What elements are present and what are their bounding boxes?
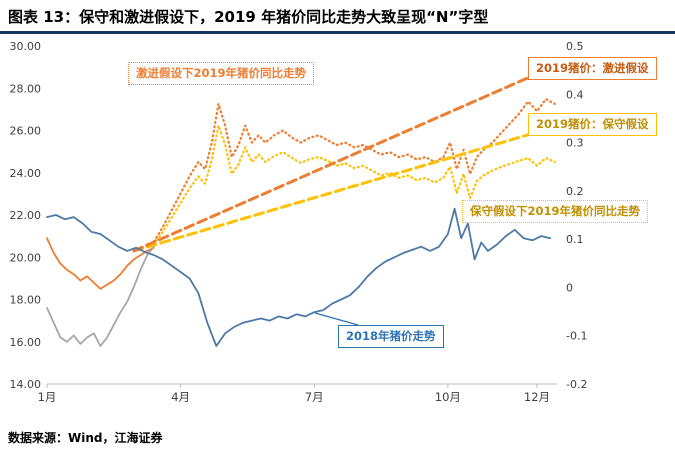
annotation-conservative-price: 2019猪价：保守假设 bbox=[528, 113, 657, 136]
svg-text:30.00: 30.00 bbox=[10, 40, 42, 53]
svg-text:14.00: 14.00 bbox=[10, 378, 42, 391]
svg-text:-0.1: -0.1 bbox=[566, 330, 587, 343]
svg-text:24.00: 24.00 bbox=[10, 167, 42, 180]
svg-text:16.00: 16.00 bbox=[10, 336, 42, 349]
svg-text:0.5: 0.5 bbox=[566, 40, 584, 53]
svg-text:18.00: 18.00 bbox=[10, 294, 42, 307]
svg-text:10月: 10月 bbox=[435, 390, 461, 404]
svg-text:1月: 1月 bbox=[38, 390, 57, 404]
figure-13: 图表 13：保守和激进假设下，2019 年猪价同比走势大致呈现“N”字型 14.… bbox=[0, 0, 675, 445]
svg-text:0.2: 0.2 bbox=[566, 185, 584, 198]
svg-text:7月: 7月 bbox=[305, 390, 324, 404]
svg-text:0.3: 0.3 bbox=[566, 137, 584, 150]
svg-text:26.00: 26.00 bbox=[10, 125, 42, 138]
figure-title: 图表 13：保守和激进假设下，2019 年猪价同比走势大致呈现“N”字型 bbox=[8, 8, 489, 26]
data-source: 数据来源：Wind，江海证券 bbox=[8, 431, 163, 445]
svg-text:0: 0 bbox=[566, 281, 573, 294]
svg-text:28.00: 28.00 bbox=[10, 82, 42, 95]
annotation-aggressive-yoy: 激进假设下2019年猪价同比走势 bbox=[128, 62, 315, 85]
svg-text:4月: 4月 bbox=[171, 390, 190, 404]
svg-text:-0.2: -0.2 bbox=[566, 378, 587, 391]
chart-svg: 14.00 16.00 18.00 20.00 22.00 24.00 26.00 28.00… bbox=[10, 40, 588, 404]
chart-area: 14.00 16.00 18.00 20.00 22.00 24.00 26.00 28.00… bbox=[0, 34, 675, 426]
svg-text:20.00: 20.00 bbox=[10, 251, 42, 264]
annotation-2018-price: 2018年猪价走势 bbox=[338, 325, 444, 348]
svg-text:0.4: 0.4 bbox=[566, 88, 584, 101]
figure-title-bar: 图表 13：保守和激进假设下，2019 年猪价同比走势大致呈现“N”字型 bbox=[0, 0, 675, 34]
svg-text:0.1: 0.1 bbox=[566, 233, 584, 246]
svg-text:22.00: 22.00 bbox=[10, 209, 42, 222]
svg-text:12月: 12月 bbox=[524, 390, 550, 404]
annotation-aggressive-price: 2019猪价：激进假设 bbox=[528, 57, 657, 80]
annotation-conservative-yoy: 保守假设下2019年猪价同比走势 bbox=[462, 200, 649, 223]
